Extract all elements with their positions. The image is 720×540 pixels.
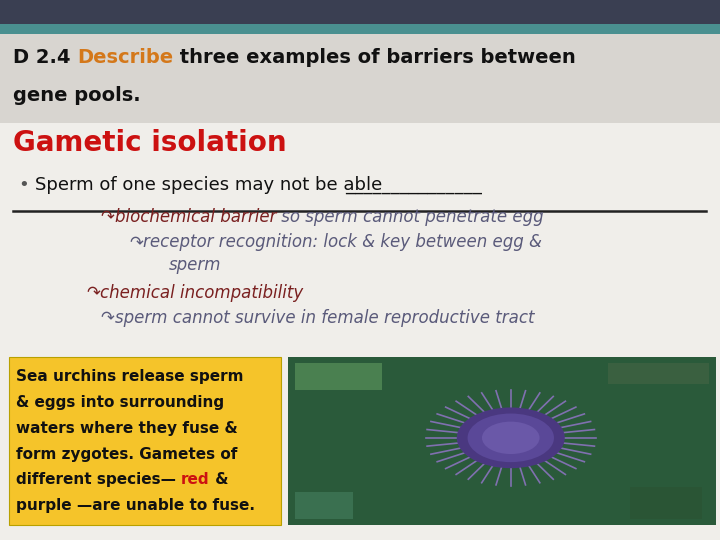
- Text: so sperm cannot penetrate egg: so sperm cannot penetrate egg: [276, 208, 544, 226]
- Bar: [9, 357, 281, 525]
- Text: ↷: ↷: [86, 284, 100, 301]
- Ellipse shape: [467, 414, 554, 462]
- Text: receptor recognition: lock & key between egg &: receptor recognition: lock & key between…: [143, 233, 542, 251]
- Text: different species—: different species—: [16, 472, 181, 488]
- Ellipse shape: [482, 422, 539, 454]
- Text: purple —are unable to fuse.: purple —are unable to fuse.: [16, 498, 255, 513]
- Bar: [608, 363, 709, 384]
- Text: D 2.4: D 2.4: [13, 48, 77, 66]
- Text: red: red: [181, 472, 210, 488]
- Text: sperm: sperm: [169, 256, 222, 274]
- Text: _______________: _______________: [346, 176, 482, 194]
- Text: ↷: ↷: [101, 208, 114, 226]
- Text: •: •: [18, 176, 29, 194]
- Bar: [295, 492, 353, 519]
- Bar: [0, 34, 720, 123]
- Text: & eggs into surrounding: & eggs into surrounding: [16, 395, 224, 410]
- Text: Sea urchins release sperm: Sea urchins release sperm: [16, 369, 243, 384]
- Text: form zygotes. Gametes of: form zygotes. Gametes of: [16, 447, 237, 462]
- Text: &: &: [210, 472, 228, 488]
- Text: ↷: ↷: [130, 233, 143, 251]
- Bar: [295, 363, 382, 390]
- Text: three examples of barriers between: three examples of barriers between: [174, 48, 576, 66]
- Bar: [0, 0, 720, 24]
- Bar: [288, 357, 716, 525]
- Ellipse shape: [456, 408, 564, 468]
- Text: ↷: ↷: [101, 309, 114, 327]
- Text: gene pools.: gene pools.: [13, 86, 140, 105]
- Text: Sperm of one species may not be able: Sperm of one species may not be able: [35, 176, 387, 194]
- Bar: [630, 487, 702, 519]
- Text: biochemical barrier: biochemical barrier: [114, 208, 276, 226]
- Text: chemical incompatibility: chemical incompatibility: [100, 284, 304, 301]
- Text: Gametic isolation: Gametic isolation: [13, 129, 287, 157]
- Text: Describe: Describe: [77, 48, 174, 66]
- Text: waters where they fuse &: waters where they fuse &: [16, 421, 238, 436]
- Text: sperm cannot survive in female reproductive tract: sperm cannot survive in female reproduct…: [114, 309, 534, 327]
- Bar: [0, 24, 720, 34]
